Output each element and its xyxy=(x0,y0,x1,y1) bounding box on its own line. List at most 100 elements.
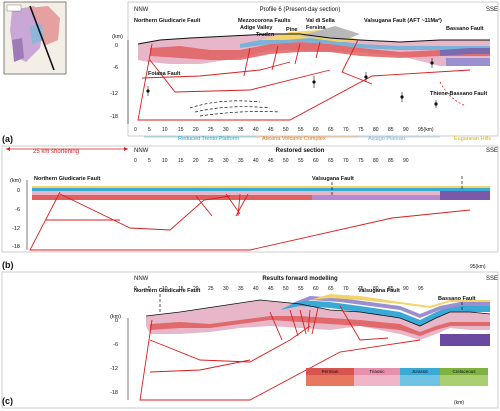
svg-text:0: 0 xyxy=(134,127,137,133)
svg-text:(km): (km) xyxy=(454,400,464,406)
svg-text:55: 55 xyxy=(298,127,304,133)
label-pine: Pine xyxy=(286,27,298,33)
svg-text:85: 85 xyxy=(388,127,394,133)
panel-b-x-ticks: 0 5 10 15 20 25 30 35 40 45 50 55 60 65 … xyxy=(134,158,486,270)
label-truden: Truden xyxy=(256,32,275,38)
strat-legend: Permian Triassic Jurassic Cretaceous xyxy=(306,368,488,386)
domain-asiago: Asiago Plateau xyxy=(368,136,405,142)
svg-text:90: 90 xyxy=(403,286,409,292)
panel-b-sse: SSE xyxy=(486,148,498,154)
label-val-di-sella: Val di Sella xyxy=(306,18,336,24)
svg-text:40: 40 xyxy=(253,158,259,164)
svg-text:90: 90 xyxy=(403,158,409,164)
svg-text:50: 50 xyxy=(283,158,289,164)
panel-c-sse: SSE xyxy=(486,276,498,282)
svg-text:15: 15 xyxy=(178,286,184,292)
svg-text:10: 10 xyxy=(162,286,168,292)
label-fersina: Fersina xyxy=(306,25,327,31)
dashed-lines-a xyxy=(189,100,281,117)
label-thiene-bassano: Thiene-Bassano Fault xyxy=(430,91,487,97)
svg-text:75: 75 xyxy=(358,127,364,133)
svg-text:15: 15 xyxy=(178,158,184,164)
svg-text:5: 5 xyxy=(148,158,151,164)
svg-text:95(km): 95(km) xyxy=(470,264,486,270)
svg-text:55: 55 xyxy=(298,286,304,292)
svg-text:25: 25 xyxy=(208,158,214,164)
label-valsugana-b: Valsugana Fault xyxy=(312,176,354,182)
panel-b-y-title: (km) xyxy=(10,178,21,184)
legend-jurassic: Jurassic xyxy=(412,369,429,374)
svg-text:85: 85 xyxy=(388,158,394,164)
svg-text:-6: -6 xyxy=(113,342,118,348)
svg-text:25: 25 xyxy=(208,127,214,133)
label-valsugana-a: Valsugana Fault (AFT ~11Ma²) xyxy=(364,17,442,24)
svg-text:95(km): 95(km) xyxy=(418,127,434,133)
svg-text:-18: -18 xyxy=(12,244,20,250)
panel-b-label: (b) xyxy=(2,260,14,270)
svg-text:35: 35 xyxy=(238,127,244,133)
label-northern-giudicarie-c: Northern Giudicarie Fault xyxy=(134,288,200,294)
panel-c-x-ticks: 0 5 10 15 20 25 30 35 40 45 50 55 60 65 … xyxy=(134,286,464,406)
svg-text:45: 45 xyxy=(268,286,274,292)
label-adige-valley: Adige Valley xyxy=(240,25,273,31)
label-foiana: Foiana Fault xyxy=(148,71,181,77)
location-map xyxy=(3,1,67,75)
domain-atesina: Atesina Volcanic Complex xyxy=(262,136,326,142)
legend-triassic: Triassic xyxy=(369,369,385,374)
svg-text:30: 30 xyxy=(223,158,229,164)
y-tick-18: -18 xyxy=(110,114,118,120)
svg-text:0: 0 xyxy=(134,286,137,292)
domain-trento: Reduced Trento Platform xyxy=(178,136,240,142)
svg-text:5: 5 xyxy=(148,286,151,292)
panel-b: (b) NNW SSE Restored section 25 km short… xyxy=(1,145,499,270)
svg-text:65: 65 xyxy=(328,127,334,133)
svg-text:70: 70 xyxy=(343,127,349,133)
svg-text:-6: -6 xyxy=(15,207,20,213)
label-northern-giudicarie-a: Northern Giudicarie Fault xyxy=(134,18,200,24)
svg-text:70: 70 xyxy=(343,286,349,292)
svg-text:50: 50 xyxy=(283,127,289,133)
svg-text:70: 70 xyxy=(343,158,349,164)
panel-b-nnw: NNW xyxy=(134,148,149,154)
panel-c: (c) NNW SSE Results forward modelling (k… xyxy=(1,271,499,409)
svg-text:35: 35 xyxy=(238,158,244,164)
label-bassano-a: Bassano Fault xyxy=(446,26,484,32)
svg-text:-12: -12 xyxy=(12,226,20,232)
svg-text:-12: -12 xyxy=(110,366,118,372)
svg-text:45: 45 xyxy=(268,127,274,133)
legend-permian: Permian xyxy=(322,369,339,374)
svg-text:65: 65 xyxy=(328,286,334,292)
svg-text:65: 65 xyxy=(328,158,334,164)
panel-a-nnw: NNW xyxy=(134,7,149,13)
svg-text:0: 0 xyxy=(17,188,20,194)
svg-text:0: 0 xyxy=(115,318,118,324)
svg-text:75: 75 xyxy=(358,158,364,164)
panel-a: (a) NNW SSE Profile 6 (Present-day secti… xyxy=(2,1,499,144)
panel-c-nnw: NNW xyxy=(134,276,149,282)
data-points-a xyxy=(146,58,438,108)
svg-text:-18: -18 xyxy=(110,390,118,396)
svg-text:40: 40 xyxy=(253,127,259,133)
panel-a-x-ticks: 0 5 10 15 20 25 30 35 40 45 50 55 60 65 … xyxy=(134,127,434,133)
shortening-label: 25 km shortening xyxy=(33,149,79,155)
svg-text:40: 40 xyxy=(253,286,259,292)
svg-text:90: 90 xyxy=(403,127,409,133)
svg-text:80: 80 xyxy=(373,127,379,133)
svg-text:15: 15 xyxy=(178,127,184,133)
label-northern-giudicarie-b: Northern Giudicarie Fault xyxy=(34,176,100,182)
svg-text:75: 75 xyxy=(358,286,364,292)
svg-text:60: 60 xyxy=(313,158,319,164)
label-bassano-c: Bassano Fault xyxy=(438,296,476,302)
svg-text:0: 0 xyxy=(134,158,137,164)
panel-a-y-title: (km) xyxy=(112,34,123,40)
svg-text:20: 20 xyxy=(193,127,199,133)
svg-text:45: 45 xyxy=(268,158,274,164)
y-tick-6: -6 xyxy=(113,65,118,71)
panel-c-label: (c) xyxy=(2,396,13,406)
y-tick-12: -12 xyxy=(110,91,118,97)
svg-text:25: 25 xyxy=(208,286,214,292)
panel-a-sse: SSE xyxy=(486,7,498,13)
domain-euganean: Euganean Hills xyxy=(454,136,491,142)
svg-text:10: 10 xyxy=(162,158,168,164)
svg-text:80: 80 xyxy=(373,286,379,292)
